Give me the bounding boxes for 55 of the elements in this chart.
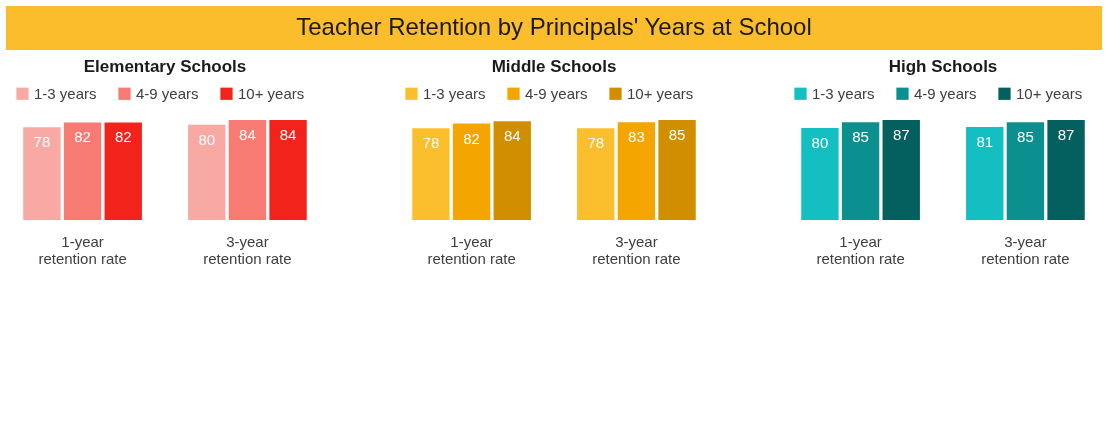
x-tick-label: 1-year retention rate: [38, 232, 127, 267]
bar: [412, 128, 450, 220]
data-label: 82: [114, 128, 132, 146]
data-label: 84: [503, 127, 521, 145]
x-tick-label: 3-year retention rate: [592, 232, 681, 267]
bar: [104, 122, 142, 220]
data-label: 82: [463, 129, 480, 147]
chart-title: High Schools: [888, 57, 998, 76]
chart-title: Elementary Schools: [83, 57, 247, 76]
bar: [1047, 120, 1085, 220]
legend-label: 1-3 years: [812, 84, 875, 102]
data-label: 78: [422, 134, 440, 152]
legend-label: 10+ years: [238, 84, 305, 102]
bar: [801, 128, 839, 220]
bar: [658, 120, 696, 220]
bar: [882, 120, 920, 220]
x-tick-label: 1-year retention rate: [427, 232, 516, 267]
bar: [228, 120, 267, 220]
chart-title: Middle Schools: [491, 57, 617, 76]
x-tick-label: 1-year retention rate: [816, 232, 905, 267]
x-tick-label: 3-year retention rate: [981, 232, 1070, 267]
bar: [269, 120, 307, 220]
data-label: 81: [976, 132, 994, 150]
text: Teacher Retention by Principals' Years at School: [296, 13, 812, 40]
legend-label: 1-3 years: [423, 84, 486, 102]
data-label: 78: [587, 134, 605, 152]
legend-label: 4-9 years: [136, 84, 199, 102]
bar: [452, 123, 491, 220]
bar: [188, 124, 226, 220]
legend-label: 4-9 years: [525, 84, 588, 102]
legend-label: 1-3 years: [34, 84, 97, 102]
data-label: 80: [198, 130, 216, 148]
legend-label: 10+ years: [627, 84, 694, 102]
bar: [63, 122, 102, 220]
data-label: 80: [811, 134, 829, 152]
data-label: 85: [1017, 128, 1034, 146]
data-label: 85: [852, 128, 869, 146]
data-label: 82: [74, 128, 91, 146]
legend-label: 10+ years: [1016, 84, 1083, 102]
data-label: 87: [1057, 126, 1075, 143]
x-tick-label: 3-year retention rate: [203, 232, 292, 267]
data-label: 84: [239, 126, 256, 143]
data-label: 85: [668, 126, 686, 143]
bar: [1006, 122, 1045, 220]
bar: [23, 127, 61, 220]
data-label: 87: [892, 126, 910, 143]
legend-label: 4-9 years: [914, 84, 977, 102]
data-label: 83: [628, 128, 645, 146]
bar: [493, 121, 531, 220]
bar: [966, 126, 1004, 220]
data-label: 84: [279, 126, 297, 143]
bar: [841, 122, 880, 220]
bar: [577, 128, 615, 220]
bar: [617, 122, 656, 220]
data-label: 78: [33, 133, 51, 151]
